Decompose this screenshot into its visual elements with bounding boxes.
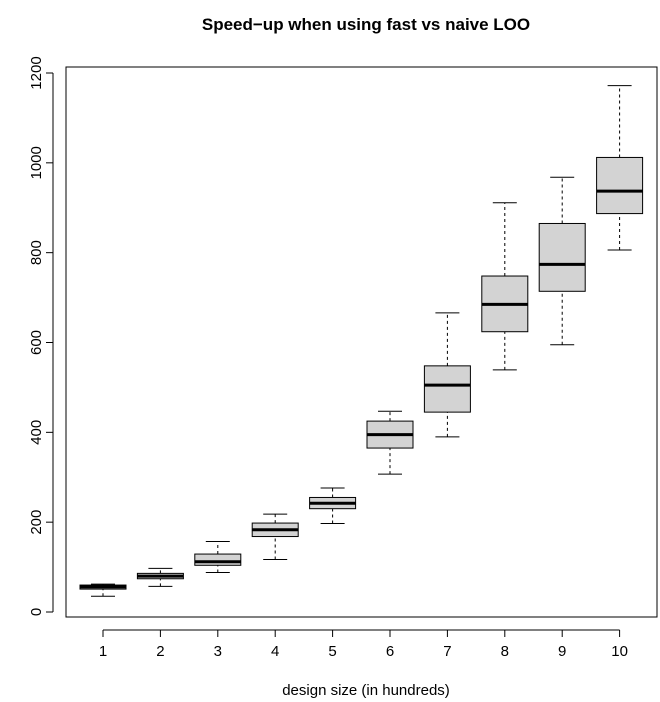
box-7 bbox=[423, 312, 471, 438]
plot-frame bbox=[65, 66, 658, 618]
x-axis: 1 2 3 4 5 6 7 8 9 10 bbox=[99, 629, 628, 660]
x-tick-label: 8 bbox=[501, 643, 509, 660]
x-tick-label: 10 bbox=[611, 643, 628, 660]
x-tick-label: 2 bbox=[156, 643, 164, 660]
box-10 bbox=[596, 85, 644, 251]
x-tick-label: 6 bbox=[386, 643, 394, 660]
box-2 bbox=[136, 567, 184, 587]
box-3 bbox=[194, 540, 242, 573]
y-tick-label: 1200 bbox=[28, 56, 45, 89]
x-tick-label: 9 bbox=[558, 643, 566, 660]
x-tick-label: 7 bbox=[443, 643, 451, 660]
x-tick-label: 3 bbox=[214, 643, 222, 660]
x-axis-label: design size (in hundreds) bbox=[282, 682, 450, 699]
boxes bbox=[79, 85, 644, 597]
x-tick-label: 4 bbox=[271, 643, 279, 660]
box-5 bbox=[309, 487, 357, 525]
y-tick-label: 400 bbox=[28, 420, 45, 445]
box-8 bbox=[481, 202, 529, 371]
box-9 bbox=[538, 176, 586, 346]
iqr-box bbox=[538, 222, 586, 292]
x-tick-label: 5 bbox=[328, 643, 336, 660]
box-1 bbox=[79, 583, 127, 597]
y-tick-label: 800 bbox=[28, 240, 45, 265]
iqr-box bbox=[596, 156, 644, 215]
y-tick-label: 200 bbox=[28, 510, 45, 535]
iqr-box bbox=[194, 553, 242, 566]
box-6 bbox=[366, 410, 414, 475]
y-axis: 0 200 400 600 800 1000 1200 bbox=[28, 56, 54, 616]
box-4 bbox=[251, 513, 299, 560]
x-tick-label: 1 bbox=[99, 643, 107, 660]
y-tick-label: 1000 bbox=[28, 146, 45, 179]
y-tick-label: 600 bbox=[28, 330, 45, 355]
chart-title: Speed−up when using fast vs naive LOO bbox=[202, 15, 530, 34]
iqr-box bbox=[423, 365, 471, 413]
y-tick-label: 0 bbox=[28, 608, 45, 616]
